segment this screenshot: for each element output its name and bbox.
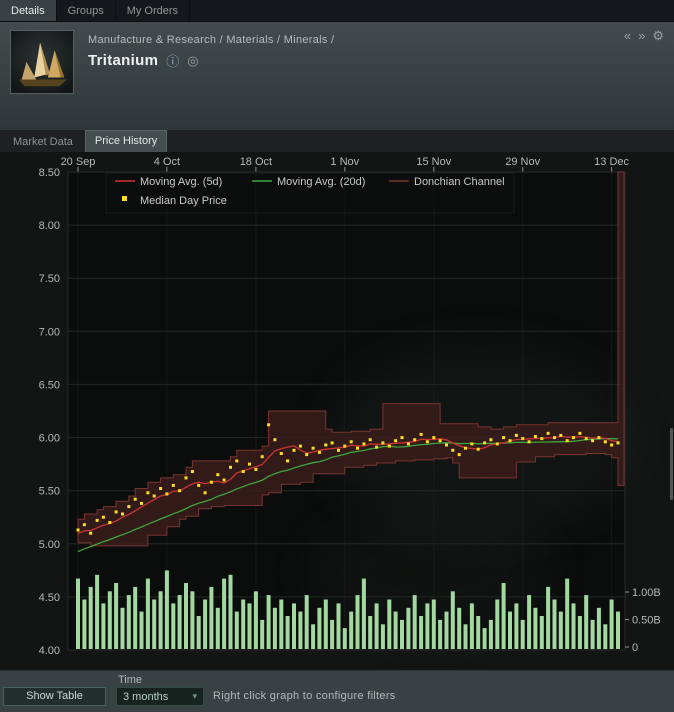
- collapse-left-icon[interactable]: «: [623, 28, 632, 43]
- item-header: Manufacture & Research / Materials / Min…: [0, 22, 674, 130]
- svg-text:6.50: 6.50: [39, 379, 60, 391]
- open-window-icon[interactable]: ◎: [187, 52, 199, 68]
- time-range-dropdown[interactable]: 3 months ▾: [116, 687, 204, 706]
- svg-text:8.00: 8.00: [39, 220, 60, 232]
- show-table-button[interactable]: Show Table: [3, 687, 106, 706]
- donchian-band: [77, 171, 625, 547]
- median-dots: [76, 423, 620, 535]
- window-controls: « » ⚙: [624, 28, 664, 44]
- tab-details[interactable]: Details: [0, 0, 57, 21]
- breadcrumb[interactable]: Manufacture & Research / Materials / Min…: [88, 34, 335, 46]
- svg-text:5.50: 5.50: [39, 486, 60, 498]
- collapse-right-icon[interactable]: »: [638, 28, 646, 43]
- svg-text:20 Sep: 20 Sep: [61, 156, 96, 168]
- tab-my-orders[interactable]: My Orders: [116, 0, 191, 21]
- time-label: Time: [118, 674, 143, 686]
- axis-labels: 20 Sep 4 Oct 18 Oct 1 Nov 15 Nov 29 Nov 13 Dec…: [39, 156, 661, 657]
- svg-text:0.50B: 0.50B: [632, 615, 661, 627]
- window-tab-bar: Details Groups My Orders: [0, 0, 674, 22]
- svg-text:1.00B: 1.00B: [632, 587, 661, 599]
- tab-price-history[interactable]: Price History: [84, 130, 168, 152]
- filter-hint-text: Right click graph to configure filters: [213, 690, 396, 702]
- footer-bar: Show Table Time 3 months ▾ Right click g…: [0, 670, 674, 712]
- item-title-row: Tritanium ⓘ ◎: [88, 51, 199, 70]
- svg-text:1 Nov: 1 Nov: [330, 156, 359, 168]
- view-tab-bar: Market Data Price History: [0, 130, 674, 152]
- svg-text:29 Nov: 29 Nov: [505, 156, 540, 168]
- svg-text:Donchian Channel: Donchian Channel: [414, 176, 505, 188]
- svg-text:5.00: 5.00: [39, 539, 60, 551]
- tab-market-data[interactable]: Market Data: [13, 136, 73, 148]
- volume-bars: [76, 570, 620, 650]
- item-title: Tritanium: [88, 52, 159, 69]
- chart-canvas: 20 Sep 4 Oct 18 Oct 1 Nov 15 Nov 29 Nov 13 Dec…: [0, 152, 674, 670]
- svg-text:Moving Avg. (20d): Moving Avg. (20d): [277, 176, 365, 188]
- tritanium-item-icon[interactable]: [10, 30, 74, 94]
- time-range-value: 3 months: [123, 690, 169, 703]
- tab-groups[interactable]: Groups: [57, 0, 116, 21]
- svg-text:18 Oct: 18 Oct: [240, 156, 272, 168]
- settings-gear-icon[interactable]: ⚙: [652, 28, 664, 43]
- svg-text:8.50: 8.50: [39, 167, 60, 179]
- svg-text:13 Dec: 13 Dec: [594, 156, 629, 168]
- svg-text:7.00: 7.00: [39, 326, 60, 338]
- chart-legend: Moving Avg. (5d) Moving Avg. (20d) Donchia…: [105, 172, 515, 214]
- svg-text:4 Oct: 4 Oct: [154, 156, 180, 168]
- info-icon[interactable]: ⓘ: [166, 54, 180, 69]
- price-history-chart[interactable]: 20 Sep 4 Oct 18 Oct 1 Nov 15 Nov 29 Nov 13 Dec…: [0, 152, 674, 670]
- chart-scrollbar[interactable]: [670, 428, 673, 500]
- svg-text:Median Day Price: Median Day Price: [140, 195, 227, 207]
- svg-text:6.00: 6.00: [39, 433, 60, 445]
- svg-text:0: 0: [632, 642, 638, 654]
- chevron-down-icon: ▾: [192, 691, 197, 701]
- svg-text:4.50: 4.50: [39, 592, 60, 604]
- svg-text:15 Nov: 15 Nov: [416, 156, 451, 168]
- svg-text:7.50: 7.50: [39, 273, 60, 285]
- svg-text:Moving Avg. (5d): Moving Avg. (5d): [140, 176, 222, 188]
- crystal-graphic: [18, 42, 68, 87]
- svg-text:4.00: 4.00: [39, 645, 60, 657]
